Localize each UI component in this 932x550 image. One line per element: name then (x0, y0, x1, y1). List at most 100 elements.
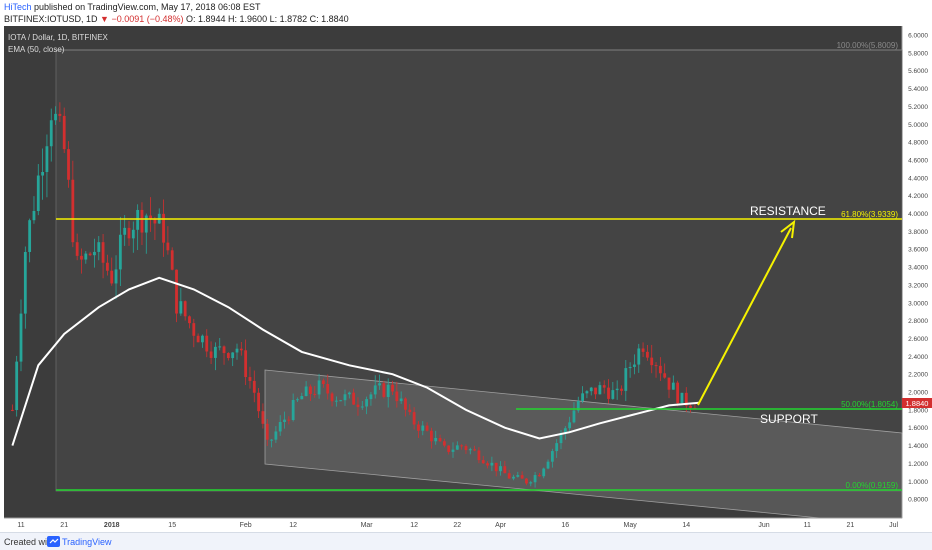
price-tick-label: 5.2000 (908, 104, 928, 111)
legend-title: IOTA / Dollar, 1D, BITFINEX (8, 33, 109, 42)
candle-body (218, 346, 222, 348)
candle-body (468, 449, 472, 451)
candle-body (572, 410, 576, 423)
candle-body (589, 387, 593, 392)
price-tick-label: 0.8000 (908, 497, 928, 504)
created-with-text: Created with (4, 537, 55, 547)
time-tick-label: 14 (682, 522, 690, 529)
tradingview-brand[interactable]: TradingView (62, 537, 112, 547)
published-text: published on TradingView.com, May 17, 20… (34, 2, 261, 12)
candle-body (646, 351, 649, 358)
candle-body (602, 385, 606, 388)
candle-body (576, 401, 580, 411)
candle-body (278, 422, 282, 432)
author-link[interactable]: HiTech (4, 2, 32, 12)
candle-body (58, 113, 62, 116)
price-tick-label: 4.2000 (908, 193, 928, 200)
candle-body (391, 384, 394, 392)
candle-body (563, 428, 567, 433)
candle-body (525, 478, 528, 484)
legend-indicator[interactable]: EMA (50, close) (8, 45, 65, 54)
price-tick-label: 3.8000 (908, 229, 928, 236)
time-tick-label: Feb (240, 522, 252, 529)
candle-body (93, 251, 96, 256)
candle-body (650, 357, 654, 366)
candle-body (188, 316, 191, 324)
candle-body (568, 422, 572, 429)
candle-body (663, 373, 667, 378)
candle-body (270, 439, 273, 441)
price-tick-label: 5.8000 (908, 50, 928, 57)
candle-body (529, 482, 533, 484)
candle-body (399, 398, 403, 402)
candle-body (352, 392, 356, 405)
symbol-line: BITFINEX:IOTUSD, 1D ▼ −0.0091 (−0.48%) O… (4, 14, 349, 24)
price-axis (902, 26, 932, 532)
candle-body (356, 404, 360, 408)
candle-body (481, 460, 485, 464)
time-tick-label: 11 (804, 522, 811, 529)
candle-body (477, 450, 481, 461)
candle-body (32, 211, 36, 221)
candle-body (555, 443, 559, 452)
candle-body (550, 451, 554, 462)
candle-body (10, 409, 14, 411)
candle-body (283, 419, 286, 423)
candle-body (382, 383, 386, 397)
candle-body (62, 115, 66, 150)
candle-body (503, 466, 507, 474)
candle-body (296, 399, 299, 401)
candle-body (322, 380, 325, 385)
candle-body (201, 335, 204, 343)
candle-body (658, 365, 662, 374)
candle-body (231, 352, 235, 359)
candle-body (451, 449, 455, 452)
candle-body (23, 251, 27, 314)
ema-50-line (11, 276, 700, 446)
candle-body (425, 425, 429, 431)
time-tick-label: 21 (847, 522, 855, 529)
candle-body (274, 431, 278, 440)
candle-body (67, 149, 70, 180)
price-tick-label: 2.8000 (908, 318, 928, 325)
candle-body (153, 219, 157, 224)
price-tick-label: 3.0000 (908, 300, 928, 307)
candle-body (360, 406, 364, 408)
candle-body (633, 364, 636, 367)
candle-body (438, 437, 442, 442)
candle-body (404, 398, 407, 410)
candle-body (408, 409, 412, 413)
candle-body (369, 394, 373, 400)
chart-header: HiTech published on TradingView.com, May… (0, 0, 932, 26)
publish-line: HiTech published on TradingView.com, May… (4, 2, 261, 12)
change-text: ▼ −0.0091 (−0.48%) (100, 14, 184, 24)
candle-body (205, 335, 209, 352)
fib-100-label: 100.00%(5.8009) (837, 41, 899, 50)
price-tick-label: 2.4000 (908, 354, 928, 361)
candle-body (611, 390, 615, 399)
candle-body (140, 209, 144, 233)
price-tick-label: 1.2000 (908, 461, 928, 468)
candle-body (538, 475, 541, 477)
candle-body (19, 313, 23, 362)
candle-body (149, 215, 152, 220)
candle-body (170, 250, 174, 270)
candle-body (309, 386, 312, 394)
candle-body (239, 348, 243, 351)
time-axis (0, 518, 902, 532)
price-chart[interactable]: 0.8000 1.0000 1.2000 1.4000 1.6000 1.8000 2.00… (0, 0, 932, 532)
candle-body (41, 172, 44, 176)
candle-body (101, 242, 105, 263)
projection-arrowhead (780, 219, 796, 239)
candle-body (339, 400, 343, 402)
candle-body (671, 382, 675, 390)
candle-body (287, 419, 291, 421)
time-tick-label: 11 (17, 522, 24, 529)
candle-body (244, 350, 248, 378)
candle-body (373, 385, 377, 395)
candle-body (442, 441, 446, 446)
candle-body (291, 399, 295, 421)
candle-body (127, 227, 131, 239)
candle-body (36, 175, 40, 212)
price-tick-label: 1.6000 (908, 425, 928, 432)
